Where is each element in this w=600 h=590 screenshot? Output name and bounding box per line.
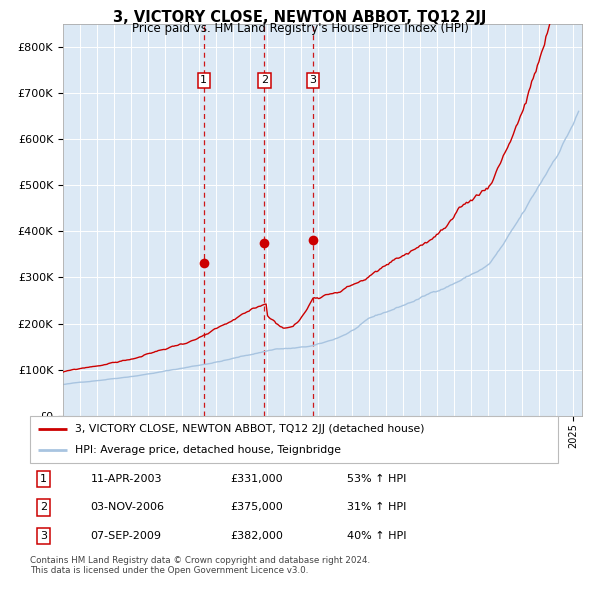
Text: 3, VICTORY CLOSE, NEWTON ABBOT, TQ12 2JJ: 3, VICTORY CLOSE, NEWTON ABBOT, TQ12 2JJ <box>113 10 487 25</box>
Text: 3, VICTORY CLOSE, NEWTON ABBOT, TQ12 2JJ (detached house): 3, VICTORY CLOSE, NEWTON ABBOT, TQ12 2JJ… <box>75 424 424 434</box>
FancyBboxPatch shape <box>30 416 558 463</box>
Text: 2: 2 <box>261 76 268 86</box>
Text: £375,000: £375,000 <box>230 503 283 512</box>
Text: Contains HM Land Registry data © Crown copyright and database right 2024.
This d: Contains HM Land Registry data © Crown c… <box>30 556 370 575</box>
Text: 07-SEP-2009: 07-SEP-2009 <box>91 531 162 540</box>
Text: Price paid vs. HM Land Registry's House Price Index (HPI): Price paid vs. HM Land Registry's House … <box>131 22 469 35</box>
Text: 03-NOV-2006: 03-NOV-2006 <box>91 503 165 512</box>
Text: 40% ↑ HPI: 40% ↑ HPI <box>347 531 406 540</box>
Text: 3: 3 <box>310 76 316 86</box>
Text: 3: 3 <box>40 531 47 540</box>
Text: 11-APR-2003: 11-APR-2003 <box>91 474 162 484</box>
Text: HPI: Average price, detached house, Teignbridge: HPI: Average price, detached house, Teig… <box>75 445 341 455</box>
Text: £331,000: £331,000 <box>230 474 283 484</box>
Text: £382,000: £382,000 <box>230 531 284 540</box>
Text: 1: 1 <box>40 474 47 484</box>
Text: 31% ↑ HPI: 31% ↑ HPI <box>347 503 406 512</box>
Text: 53% ↑ HPI: 53% ↑ HPI <box>347 474 406 484</box>
Text: 1: 1 <box>200 76 208 86</box>
Text: 2: 2 <box>40 503 47 512</box>
